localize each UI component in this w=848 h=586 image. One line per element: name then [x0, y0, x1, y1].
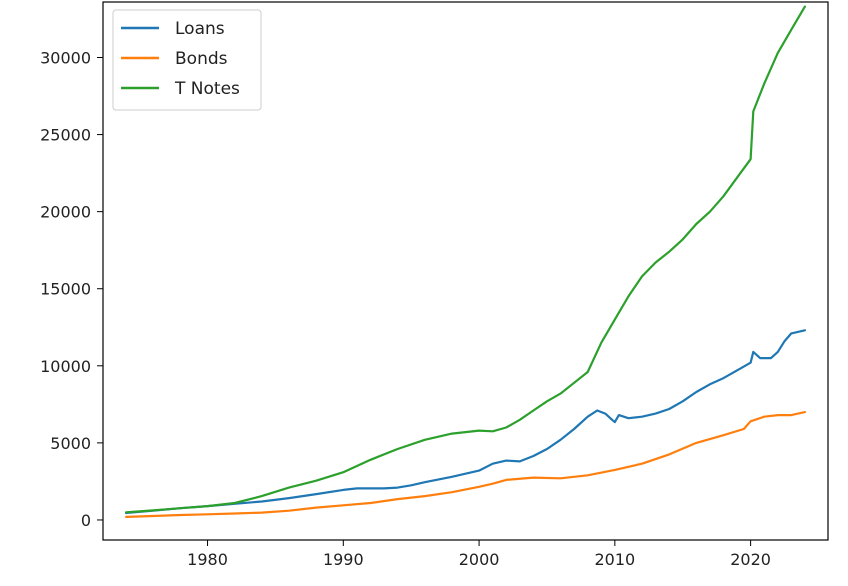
legend-label: Bonds — [175, 49, 228, 69]
x-tick-label: 1990 — [323, 550, 364, 569]
y-tick-label: 10000 — [40, 357, 91, 376]
legend-label: Loans — [175, 19, 225, 39]
y-tick-label: 20000 — [40, 203, 91, 222]
y-tick-label: 15000 — [40, 280, 91, 299]
legend-label: T Notes — [174, 79, 240, 99]
x-tick-label: 1980 — [187, 550, 228, 569]
series-line-bonds — [125, 411, 806, 518]
legend-box — [112, 9, 262, 111]
series-line-t-notes — [125, 5, 806, 514]
y-tick-label: 25000 — [40, 126, 91, 145]
series-layer — [125, 5, 806, 518]
x-tick-label: 2010 — [594, 550, 635, 569]
x-tick-label: 2000 — [459, 550, 500, 569]
y-tick-label: 5000 — [50, 434, 91, 453]
y-tick-label: 0 — [81, 511, 91, 530]
legend: Loans Bonds T Notes — [112, 9, 262, 111]
y-tick-label: 30000 — [40, 48, 91, 67]
series-line-loans — [125, 329, 806, 515]
x-axis: 1980 1990 2000 2010 2020 — [187, 540, 771, 569]
y-axis: 0 5000 10000 15000 20000 25000 30000 — [40, 48, 103, 530]
x-tick-label: 2020 — [730, 550, 771, 569]
plot-frame — [102, 1, 829, 541]
